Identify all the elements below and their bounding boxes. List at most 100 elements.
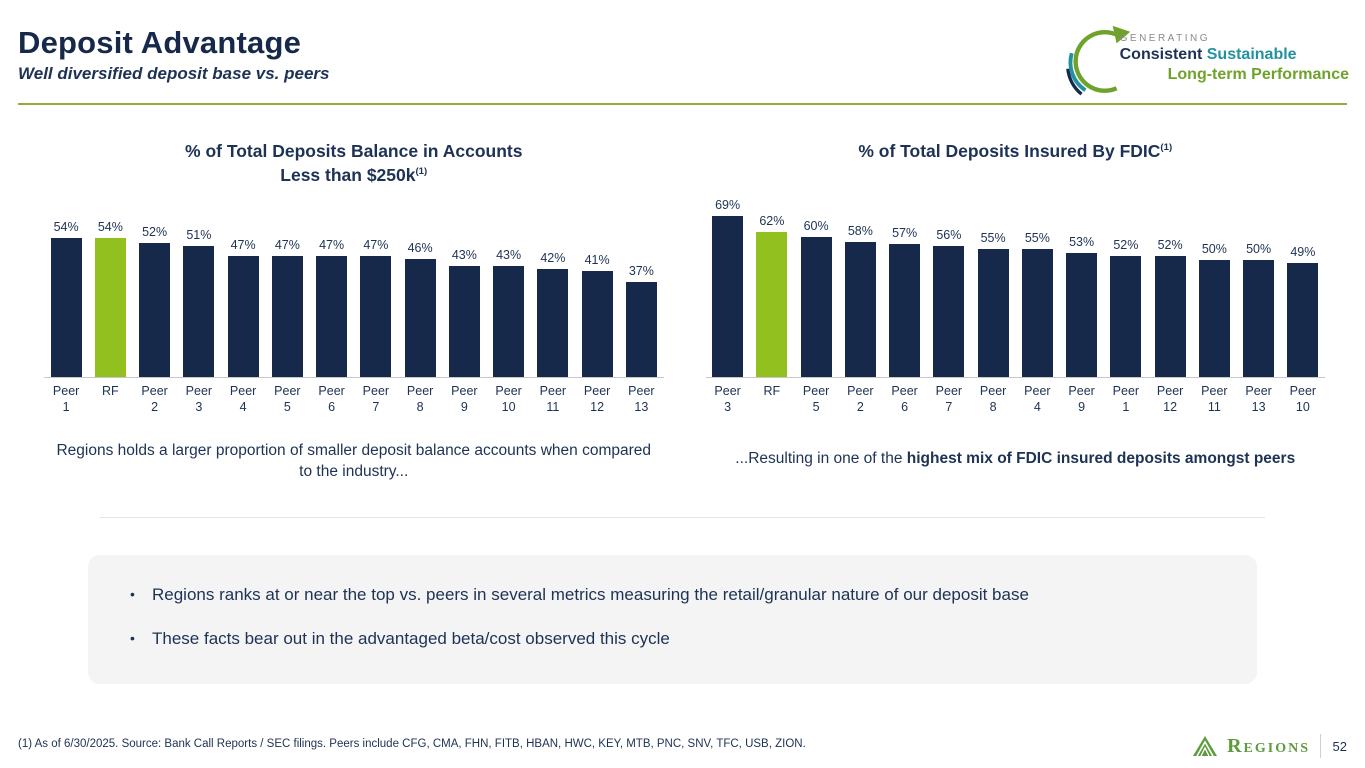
- bar-value-label: 52%: [1157, 238, 1183, 252]
- footnote-marker: (1): [415, 165, 428, 177]
- regions-wordmark: Regions: [1227, 734, 1310, 757]
- category-label: Peer 4: [1024, 384, 1051, 415]
- bar-value-label: 37%: [628, 264, 654, 278]
- bar-value-label: 43%: [451, 248, 477, 262]
- bar-slot: 47%: [310, 238, 354, 377]
- category-label: Peer 1: [1112, 384, 1140, 415]
- category-label: RF: [102, 384, 119, 398]
- bar: [316, 256, 348, 377]
- bar: [1021, 249, 1053, 377]
- category-axis: Peer 1 RF Peer 2 Peer 3 Peer 4 Peer 5 Peer 6 Pe…: [44, 383, 664, 416]
- page-title: Deposit Advantage: [18, 25, 302, 60]
- bar: [1243, 260, 1275, 377]
- bar-value-label: 47%: [319, 238, 345, 252]
- bar-slot: 54%: [88, 220, 132, 377]
- bar-value-label: 42%: [540, 251, 566, 265]
- bar: [1066, 253, 1098, 377]
- bar-slot: 47%: [265, 238, 309, 377]
- bar: [537, 269, 569, 377]
- bar-slot: 46%: [398, 241, 442, 377]
- bar-value-label: 54%: [53, 220, 79, 234]
- caption-bold: highest mix of FDIC insured deposits amo…: [906, 449, 1296, 467]
- bar-plot: 69% 62% 60% 58% 57% 56% 55% 55% 53% 52% 52% 50% 50% 4…: [705, 192, 1325, 378]
- bar-slot: 47%: [354, 238, 398, 377]
- tagline-longterm: Long-term Performance: [1167, 66, 1349, 84]
- bar-value-label: 47%: [363, 238, 389, 252]
- category-label: Peer 5: [802, 384, 830, 415]
- category-label: Peer 2: [141, 384, 168, 415]
- bar-slot: 43%: [442, 248, 486, 377]
- category-label: Peer 11: [539, 384, 567, 415]
- bar-value-label: 50%: [1201, 242, 1227, 256]
- bar-value-label: 41%: [584, 253, 610, 267]
- bar: [271, 256, 303, 377]
- bar-value-label: 47%: [274, 238, 300, 252]
- bar-value-label: 54%: [97, 220, 123, 234]
- bar-value-label: 50%: [1246, 242, 1272, 256]
- bar-highlight: [94, 238, 126, 377]
- category-label: Peer 9: [1068, 384, 1095, 415]
- bar-slot: 58%: [838, 224, 882, 377]
- section-divider: [100, 516, 1265, 518]
- bar-value-label: 55%: [980, 231, 1006, 245]
- bar: [844, 242, 876, 377]
- category-label: Peer 5: [274, 384, 301, 415]
- category-label: Peer 3: [714, 384, 741, 415]
- bar: [183, 246, 215, 377]
- bar-value-label: 58%: [847, 224, 873, 238]
- bar-value-label: 52%: [1113, 238, 1139, 252]
- category-label: RF: [763, 384, 781, 398]
- footer-brand: Regions 52: [1193, 734, 1347, 758]
- bar-value-label: 51%: [186, 228, 212, 242]
- chart-title-line: % of Total Deposits Insured By FDIC(1): [858, 141, 1173, 161]
- bar: [889, 244, 921, 377]
- bar-slot: 57%: [883, 226, 927, 377]
- bar: [50, 238, 82, 377]
- chart-caption: ...Resulting in one of the highest mix o…: [735, 449, 1296, 467]
- footnote: (1) As of 6/30/2025. Source: Bank Call R…: [18, 738, 806, 750]
- category-label: Peer 2: [847, 384, 874, 415]
- bar-value-label: 46%: [407, 241, 433, 255]
- page-subtitle: Well diversified deposit base vs. peers: [18, 64, 330, 84]
- bar-slot: 62%: [750, 214, 794, 377]
- bar-value-label: 62%: [759, 214, 785, 228]
- tagline-text: GENERATING Consistent Sustainable Long-t…: [1094, 33, 1349, 86]
- bar: [360, 256, 392, 377]
- bar-highlight: [756, 232, 788, 377]
- category-label: Peer 11: [1201, 384, 1228, 415]
- charts-row: % of Total Deposits Balance in Accounts L…: [0, 140, 1365, 483]
- category-label: Peer 8: [406, 384, 434, 415]
- chart-title: % of Total Deposits Balance in Accounts L…: [44, 140, 664, 192]
- key-point-item: Regions ranks at or near the top vs. pee…: [128, 585, 1217, 605]
- category-label: Peer 12: [583, 384, 611, 415]
- bar-slot: 49%: [1281, 245, 1325, 377]
- bar-slot: 56%: [927, 228, 971, 377]
- bar-value-label: 60%: [803, 219, 829, 233]
- bar: [977, 249, 1009, 377]
- bar: [1154, 256, 1186, 377]
- bar: [625, 282, 657, 377]
- category-label: Peer 13: [1245, 384, 1272, 415]
- category-label: Peer 3: [185, 384, 213, 415]
- footnote-marker: (1): [1160, 142, 1173, 154]
- bar: [448, 266, 480, 377]
- category-label: Peer 13: [628, 384, 655, 415]
- key-points-list: Regions ranks at or near the top vs. pee…: [128, 585, 1217, 649]
- bar-value-label: 69%: [715, 198, 741, 212]
- bar-slot: 60%: [794, 219, 838, 377]
- page-number: 52: [1332, 738, 1347, 754]
- bar: [404, 259, 436, 377]
- bar-slot: 52%: [1148, 238, 1192, 377]
- bar-value-label: 47%: [230, 238, 256, 252]
- bar-value-label: 55%: [1024, 231, 1050, 245]
- bar: [1110, 256, 1142, 377]
- category-label: Peer 10: [1289, 384, 1317, 415]
- tagline-generating: GENERATING: [1119, 32, 1211, 44]
- chart-deposits-under-250k: % of Total Deposits Balance in Accounts L…: [44, 140, 664, 483]
- category-label: Peer 12: [1156, 384, 1184, 415]
- bar-value-label: 43%: [496, 248, 522, 262]
- category-label: Peer 6: [891, 384, 918, 415]
- category-label: Peer 7: [362, 384, 390, 415]
- bar-slot: 54%: [44, 220, 88, 377]
- bar: [139, 243, 171, 377]
